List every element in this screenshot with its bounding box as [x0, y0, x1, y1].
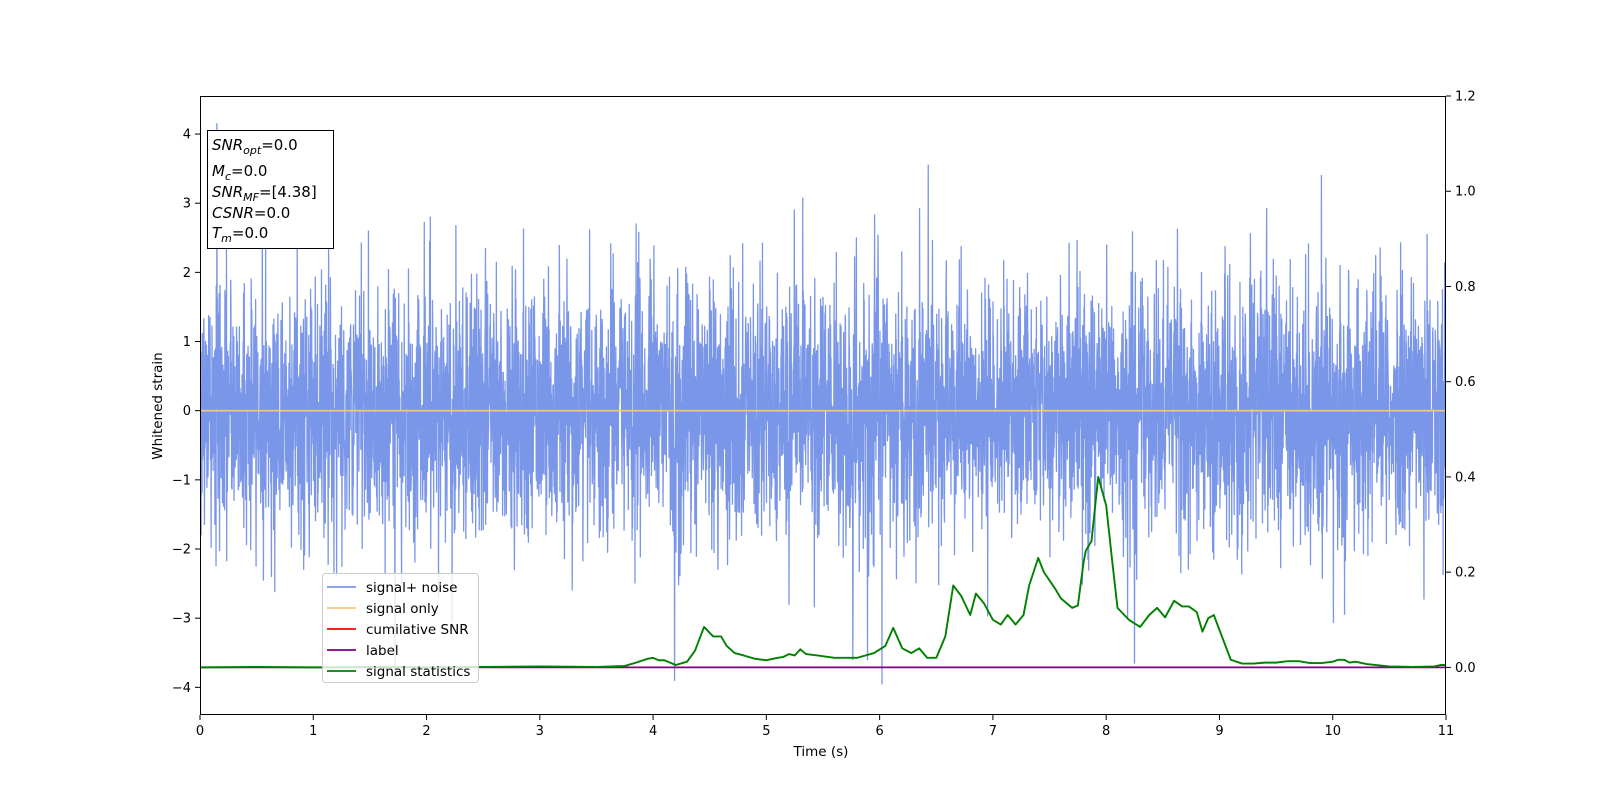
x-tick-label: 0	[196, 724, 204, 739]
y-tick-label: −3	[172, 612, 191, 627]
y2-tick-label: 1.0	[1455, 185, 1476, 200]
y-tick-label: −2	[172, 543, 191, 558]
info-box-frame	[207, 130, 334, 249]
y-tick-label: 2	[183, 266, 191, 281]
legend-label: label	[366, 643, 399, 659]
y2-tick-label: 1.2	[1455, 90, 1476, 105]
y2-tick-label: 0.0	[1455, 661, 1476, 676]
y-axis-ticks: −4 −3 −2 −1 0 1 2 3 4	[172, 128, 200, 696]
y2-tick-label: 0.6	[1455, 375, 1476, 390]
x-tick-label: 2	[422, 724, 430, 739]
legend-label: signal statistics	[366, 664, 470, 680]
legend-label: cumilative SNR	[366, 622, 469, 638]
info-box-line: SNRMF=[4.38]	[212, 183, 317, 204]
x-axis-ticks: 0 1 2 3 4 5 6 7 8 9 10 11	[196, 715, 1454, 739]
y-tick-label: 4	[183, 128, 191, 143]
y-tick-label: 3	[183, 197, 191, 212]
y-tick-label: 1	[183, 335, 191, 350]
legend-frame	[322, 573, 479, 683]
x-tick-label: 3	[536, 724, 544, 739]
y2-tick-label: 0.4	[1455, 470, 1476, 485]
x-tick-label: 7	[989, 724, 997, 739]
noise-trace	[200, 123, 1446, 685]
legend: signal+ noise signal only cumilative SNR la…	[322, 573, 479, 683]
info-box-line: SNRopt=0.0	[212, 136, 298, 157]
series-signal-statistics	[200, 475, 1446, 669]
info-box-line: Mc=0.0	[212, 162, 267, 183]
y-tick-label: −1	[172, 473, 191, 488]
legend-label: signal only	[366, 601, 439, 617]
y2-tick-label: 0.2	[1455, 566, 1476, 581]
info-box-line: Tm=0.0	[212, 224, 268, 245]
x-tick-label: 11	[1438, 724, 1455, 739]
y2-axis-ticks: 0.0 0.2 0.4 0.6 0.8 1.0 1.2	[1446, 90, 1476, 676]
y-tick-label: −4	[172, 681, 191, 696]
x-tick-label: 6	[875, 724, 883, 739]
x-tick-label: 5	[762, 724, 770, 739]
series-signal-noise	[200, 123, 1446, 685]
x-tick-label: 4	[649, 724, 657, 739]
y-tick-label: 0	[183, 404, 191, 419]
x-tick-label: 9	[1215, 724, 1223, 739]
x-tick-label: 1	[309, 724, 317, 739]
info-box-line: CSNR=0.0	[212, 204, 290, 222]
x-tick-label: 10	[1324, 724, 1341, 739]
y2-tick-label: 0.8	[1455, 280, 1476, 295]
legend-label: signal+ noise	[366, 580, 457, 596]
plot-frame	[200, 96, 1446, 715]
signal-statistics-line	[200, 475, 1446, 669]
y-axis-label: Whitened strain	[150, 352, 166, 459]
x-tick-label: 8	[1102, 724, 1110, 739]
x-axis-label: Time (s)	[793, 744, 849, 760]
